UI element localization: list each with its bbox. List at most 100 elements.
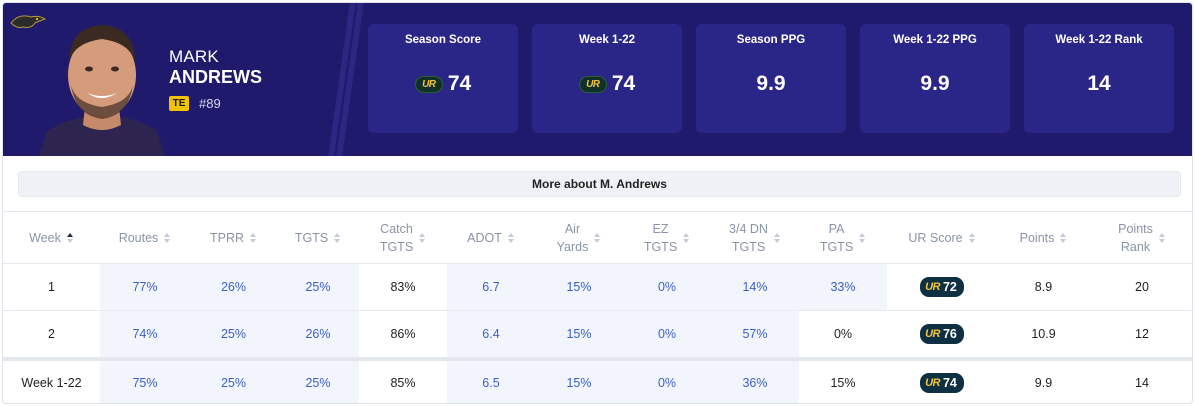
col-week[interactable]: Week <box>3 211 100 264</box>
col-label-line: TGTS <box>731 239 766 254</box>
col-label-line: PA <box>828 221 845 236</box>
cell-points: 8.9 <box>997 263 1090 311</box>
col-air-yards[interactable]: Air Yards <box>535 211 623 264</box>
col-label-line: TGTS <box>819 239 854 254</box>
position-badge: TE <box>169 96 189 111</box>
stat-season-score: Season Score UR 74 <box>368 24 518 133</box>
ravens-logo-icon <box>10 15 47 28</box>
sort-icon <box>250 232 257 243</box>
stat-value: 74 <box>611 72 636 95</box>
stat-value-wrap: 9.9 <box>696 72 846 96</box>
col-label-line: Points <box>1019 230 1055 245</box>
cell-3-4-dn-tgts: 36% <box>711 360 799 403</box>
cell-routes: 75% <box>100 360 190 403</box>
ur-score-badge: UR 74 <box>920 372 964 393</box>
stat-season-ppg: Season PPG 9.9 <box>696 24 846 133</box>
ur-score-badge: UR 72 <box>920 277 964 297</box>
col-ez-tgts[interactable]: EZ TGTS <box>623 211 711 264</box>
col-label-line: TPRR <box>209 230 245 245</box>
sort-icon <box>1060 232 1067 243</box>
col-label: EZ TGTS <box>644 220 677 256</box>
col-label-line: Points <box>1118 221 1153 236</box>
col-label: PA TGTS <box>820 220 853 256</box>
col-label: Points Rank <box>1118 220 1153 256</box>
stat-value-wrap: 14 <box>1024 72 1174 96</box>
cell-week: Week 1-22 <box>3 360 100 403</box>
col-points[interactable]: Points <box>997 211 1090 264</box>
col-adot[interactable]: ADOT <box>447 211 535 264</box>
col-catch-tgts[interactable]: Catch TGTS <box>359 211 447 264</box>
col-label: 3/4 DN TGTS <box>729 220 768 256</box>
sort-asc-icon <box>66 232 73 243</box>
cell-points-rank: 12 <box>1090 310 1192 358</box>
col-label: Air Yards <box>557 220 589 256</box>
player-last-name: ANDREWS <box>169 67 262 87</box>
cell-adot: 6.5 <box>447 360 535 403</box>
stat-title: Season Score <box>404 34 482 46</box>
col-label-line: TGTS <box>294 230 329 245</box>
cell-ez-tgts: 0% <box>623 310 711 358</box>
col-tprr[interactable]: TPRR <box>190 211 277 264</box>
cell-points: 9.9 <box>997 360 1090 403</box>
stat-week-score: Week 1-22 UR 74 <box>532 24 682 133</box>
ur-score-value: 72 <box>942 280 957 294</box>
cell-tprr: 26% <box>190 263 277 311</box>
col-label-line: ADOT <box>467 230 502 245</box>
cell-ur-score: UR 74 <box>887 360 997 403</box>
cell-routes: 77% <box>100 263 190 311</box>
col-routes[interactable]: Routes <box>100 211 190 264</box>
table-header-row: Week Routes TPRR TGTS Catch TGTS ADOT Air… <box>3 211 1192 264</box>
jersey-number: #89 <box>199 96 221 111</box>
col-points-rank[interactable]: Points Rank <box>1090 211 1192 264</box>
col-label: Routes <box>119 229 159 247</box>
col-pa-tgts[interactable]: PA TGTS <box>799 211 887 264</box>
col-3-4-dn-tgts[interactable]: 3/4 DN TGTS <box>711 211 799 264</box>
sort-icon <box>1158 232 1165 243</box>
sort-icon <box>859 232 866 243</box>
cell-points-rank: 20 <box>1090 263 1192 311</box>
col-label-line: Rank <box>1120 239 1151 254</box>
col-label: TGTS <box>295 229 328 247</box>
table-row: 1 77% 26% 25% 83% 6.7 15% 0% 14% 33% UR 7… <box>3 263 1192 311</box>
col-label: Catch TGTS <box>380 220 413 256</box>
cell-catch-tgts: 83% <box>359 263 447 311</box>
stat-title: Week 1-22 PPG <box>893 34 977 46</box>
cell-tprr: 25% <box>190 360 277 403</box>
ur-logo-icon: UR <box>925 328 940 340</box>
more-about-button[interactable]: More about M. Andrews <box>18 171 1181 197</box>
col-label-line: Air <box>564 221 581 236</box>
ur-score-badge: UR 76 <box>920 324 964 344</box>
stat-value-wrap: UR 74 <box>368 72 518 96</box>
cell-air-yards: 15% <box>535 310 623 358</box>
stat-title: Week 1-22 <box>578 34 636 46</box>
cell-ez-tgts: 0% <box>623 360 711 403</box>
player-photo <box>39 25 165 156</box>
stat-value: 74 <box>447 72 472 95</box>
cell-catch-tgts: 86% <box>359 310 447 358</box>
table-total-row: Week 1-22 75% 25% 25% 85% 6.5 15% 0% 36%… <box>3 360 1192 403</box>
cell-routes: 74% <box>100 310 190 358</box>
player-header: MARK ANDREWS TE #89 Season Score UR 74 W… <box>3 3 1192 156</box>
sort-icon <box>507 232 514 243</box>
cell-points: 10.9 <box>997 310 1090 358</box>
ur-logo-icon: UR <box>578 75 607 93</box>
col-label: UR Score <box>908 229 962 247</box>
col-ur-score[interactable]: UR Score <box>887 211 997 264</box>
col-label: Points <box>1020 229 1055 247</box>
col-tgts[interactable]: TGTS <box>277 211 359 264</box>
sort-icon <box>164 232 171 243</box>
ur-score-value: 74 <box>942 375 957 390</box>
col-label-line: Catch <box>380 221 413 236</box>
stat-value: 14 <box>1087 72 1111 95</box>
cell-air-yards: 15% <box>535 360 623 403</box>
col-label-line: EZ <box>652 221 669 236</box>
cell-pa-tgts: 15% <box>799 360 887 403</box>
table-row: 2 74% 25% 26% 86% 6.4 15% 0% 57% 0% UR 76… <box>3 310 1192 358</box>
col-label: ADOT <box>467 229 502 247</box>
cell-air-yards: 15% <box>535 263 623 311</box>
stat-week-rank: Week 1-22 Rank 14 <box>1024 24 1174 133</box>
cell-week: 1 <box>3 263 100 311</box>
ur-logo-icon: UR <box>414 75 443 93</box>
col-label: TPRR <box>210 229 244 247</box>
